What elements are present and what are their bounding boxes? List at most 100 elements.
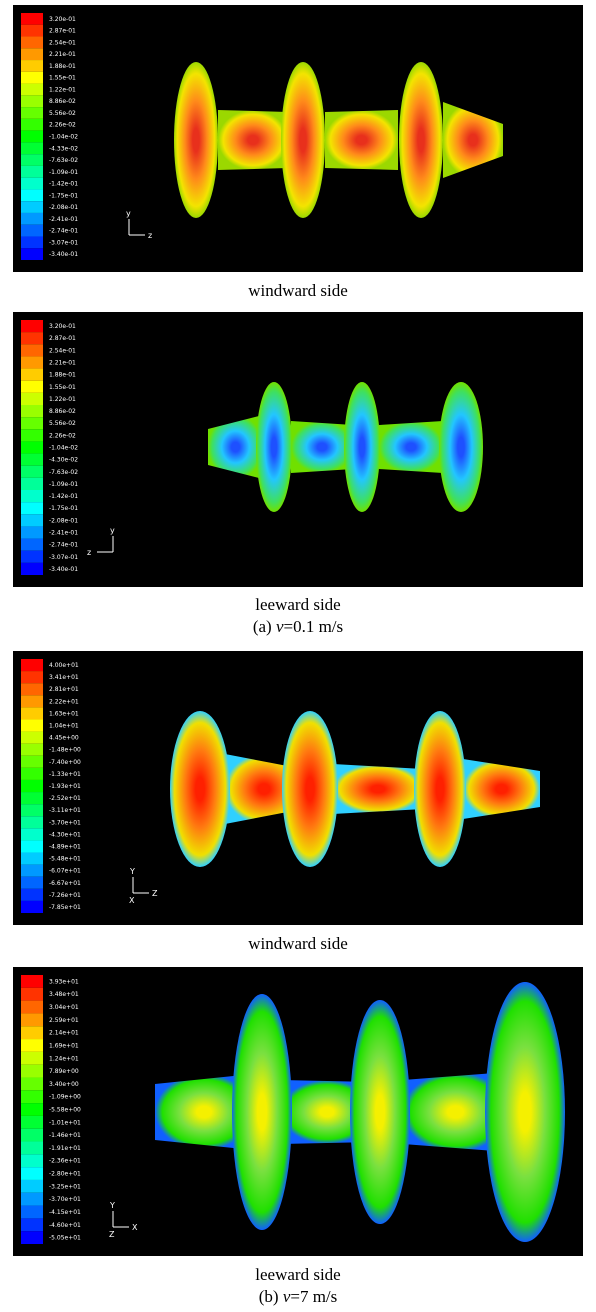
colorbar-swatch [21, 344, 43, 356]
colorbar-swatch [21, 356, 43, 368]
colorbar-label: 2.87e-01 [49, 335, 76, 342]
axis-label: X [129, 896, 135, 905]
colorbar-swatch [21, 828, 43, 840]
colorbar-label: 3.93e+01 [49, 978, 79, 985]
colorbar-swatch [21, 768, 43, 780]
subcaption-variable: v [276, 617, 284, 636]
colorbar-label: -3.70e+01 [49, 1196, 81, 1203]
insulator-shed [399, 62, 443, 218]
colorbar-swatch [21, 466, 43, 478]
insulator-shed [344, 382, 380, 512]
insulator-shed [414, 711, 466, 867]
colorbar-label: 7.89e+00 [49, 1068, 79, 1075]
colorbar-swatch [21, 1039, 43, 1052]
colorbar-label: 1.22e-01 [49, 396, 76, 403]
colorbar-label: -2.52e+01 [49, 795, 81, 802]
colorbar-swatch [21, 1231, 43, 1244]
colorbar-swatch [21, 683, 43, 695]
colorbar-swatch [21, 213, 43, 225]
colorbar-label: 4.00e+01 [49, 662, 79, 669]
axis-triad [133, 877, 149, 893]
insulator-shank [443, 102, 503, 178]
colorbar-swatch [21, 1142, 43, 1155]
colorbar-label: 2.22e+01 [49, 698, 79, 705]
colorbar-swatch [21, 201, 43, 213]
colorbar-swatch [21, 72, 43, 84]
caption: windward side [0, 281, 596, 301]
subcaption: (a) v=0.1 m/s [0, 617, 596, 637]
colorbar-swatch [21, 853, 43, 865]
colorbar-swatch [21, 539, 43, 551]
subcaption-value: =7 m/s [290, 1287, 337, 1306]
colorbar-swatch [21, 732, 43, 744]
axis-triad [129, 219, 145, 235]
colorbar-label: -1.75e-01 [49, 192, 78, 199]
colorbar-label: 2.21e-01 [49, 360, 76, 367]
colorbar-label: 2.54e-01 [49, 347, 76, 354]
colorbar-label: -1.75e-01 [49, 505, 78, 512]
colorbar-swatch [21, 659, 43, 671]
caption: leeward side [0, 1265, 596, 1285]
colorbar-swatch [21, 1103, 43, 1116]
colorbar-label: -1.91e+01 [49, 1145, 81, 1152]
colorbar-swatch [21, 405, 43, 417]
colorbar-swatch [21, 816, 43, 828]
caption: leeward side [0, 595, 596, 615]
colorbar-swatch [21, 502, 43, 514]
colorbar-label: 3.40e+00 [49, 1081, 79, 1088]
colorbar-swatch [21, 780, 43, 792]
colorbar-label: -6.67e+01 [49, 880, 81, 887]
colorbar-swatch [21, 142, 43, 154]
colorbar-swatch [21, 1218, 43, 1231]
colorbar-label: -7.26e+01 [49, 892, 81, 899]
colorbar-swatch [21, 756, 43, 768]
colorbar-label: -1.01e+01 [49, 1119, 81, 1126]
insulator-shank [463, 759, 540, 819]
colorbar-label: 3.20e-01 [49, 16, 76, 23]
colorbar-label: -2.74e-01 [49, 542, 78, 549]
axis-label: z [87, 548, 91, 557]
axis-label: Y [129, 867, 135, 876]
insulator-shank [218, 110, 288, 170]
colorbar-swatch [21, 13, 43, 25]
colorbar-swatch [21, 988, 43, 1001]
colorbar-swatch [21, 1065, 43, 1078]
colorbar-swatch [21, 393, 43, 405]
colorbar-swatch [21, 107, 43, 119]
colorbar-swatch [21, 429, 43, 441]
colorbar-swatch [21, 1116, 43, 1129]
axis-label: X [132, 1223, 138, 1232]
colorbar-label: -7.63e-02 [49, 469, 78, 476]
colorbar-label: -7.85e+01 [49, 904, 81, 911]
insulator-shed [350, 1000, 410, 1224]
insulator-shank [379, 421, 443, 473]
colorbar-label: 1.24e+01 [49, 1055, 79, 1062]
colorbar-label: -2.74e-01 [49, 228, 78, 235]
colorbar-label: 1.69e+01 [49, 1042, 79, 1049]
subcaption: (b) v=7 m/s [0, 1287, 596, 1307]
colorbar-swatch [21, 48, 43, 60]
colorbar-swatch [21, 189, 43, 201]
colorbar-label: -1.42e-01 [49, 493, 78, 500]
axis-label: y [110, 526, 115, 535]
colorbar-label: -2.41e-01 [49, 216, 78, 223]
colorbar-swatch [21, 454, 43, 466]
colorbar-label: -3.70e+01 [49, 819, 81, 826]
insulator-shank [333, 764, 423, 814]
colorbar-label: 2.81e+01 [49, 686, 79, 693]
colorbar-swatch [21, 60, 43, 72]
colorbar-swatch [21, 1013, 43, 1026]
colorbar-swatch [21, 332, 43, 344]
colorbar-swatch [21, 166, 43, 178]
colorbar-label: -7.63e-02 [49, 157, 78, 164]
axis-triad [97, 536, 113, 552]
colorbar-label: -5.48e+01 [49, 856, 81, 863]
axis-label: Y [109, 1201, 115, 1210]
insulator-shed [281, 62, 325, 218]
colorbar-swatch [21, 25, 43, 37]
colorbar-swatch [21, 865, 43, 877]
colorbar-swatch [21, 840, 43, 852]
colorbar-swatch [21, 441, 43, 453]
colorbar-label: -5.05e+01 [49, 1235, 81, 1242]
colorbar-swatch [21, 225, 43, 237]
